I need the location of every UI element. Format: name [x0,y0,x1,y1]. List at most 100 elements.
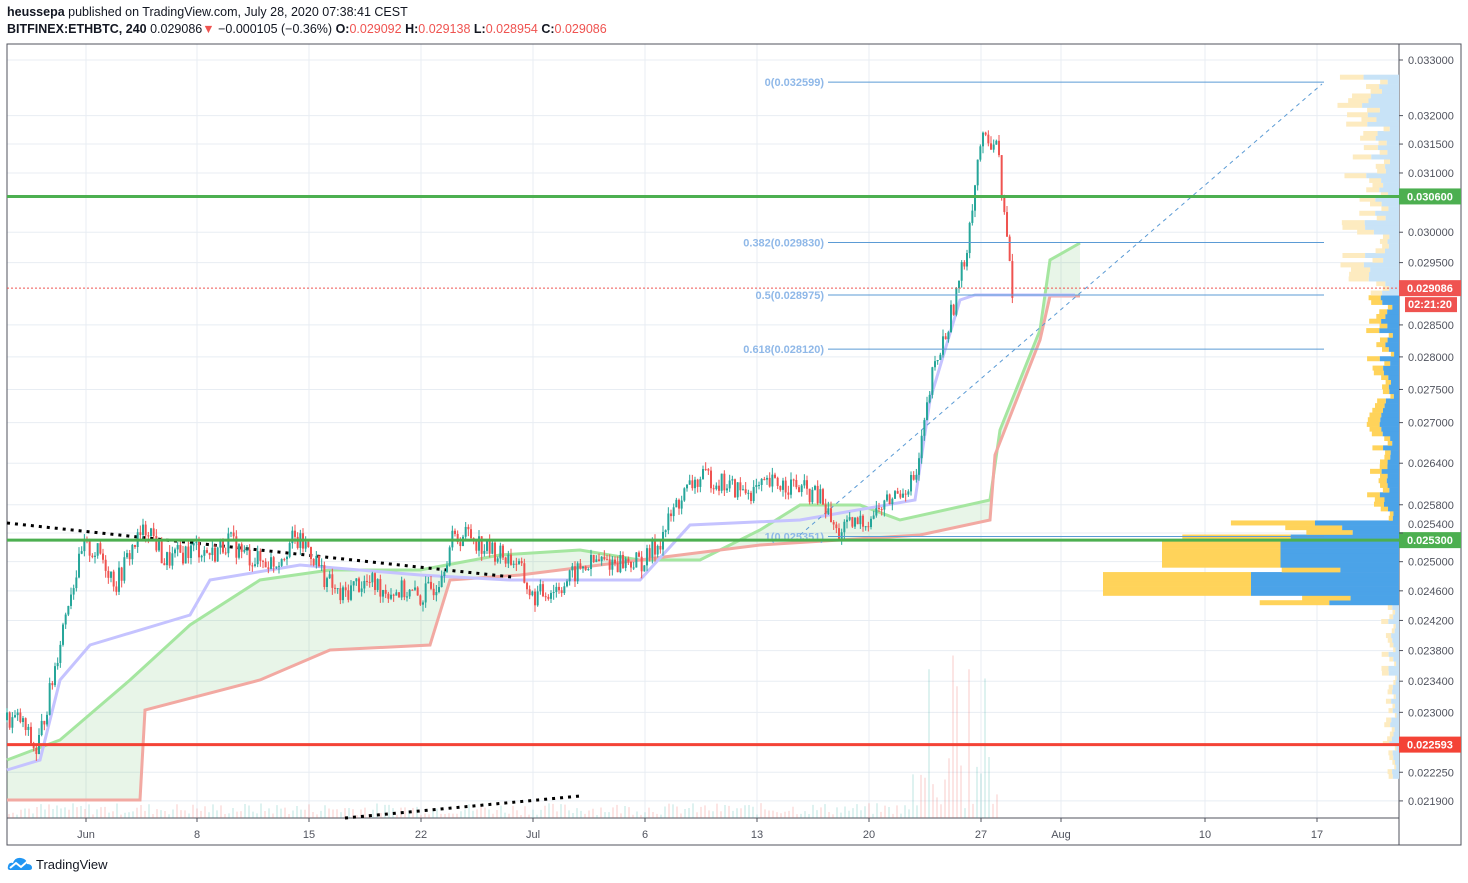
candle-body [419,595,422,605]
candle-body [776,477,779,486]
candle-body [646,548,648,566]
candle-body [54,666,56,686]
volume-profile-bar [1388,773,1393,779]
candle-body [544,596,547,598]
candle-body [203,550,206,556]
volume-profile-bar [1379,337,1388,343]
volume-profile-bar [1393,755,1399,761]
low-label: L: [473,22,486,36]
volume-profile-bar [1382,234,1390,240]
publish-text: published on TradingView.com, July 28, 2… [68,5,408,19]
candle-body [16,712,19,716]
candle-body [798,487,801,493]
volume-profile-bar [1363,131,1378,137]
author[interactable]: heussepa [7,5,65,19]
volume-profile-bar [1373,370,1384,376]
candle-body [870,518,872,528]
volume-profile-bar [1162,562,1281,568]
volume-profile-bar [1379,421,1399,427]
volume-profile-bar [1389,755,1394,761]
candle-body [846,519,849,522]
volume-profile-bar [1377,145,1399,151]
volume-profile-bar [1370,201,1382,207]
volume-profile-bar [1385,450,1391,456]
volume-profile-bar [1280,562,1399,568]
volume-profile-bar [1370,290,1383,296]
symbol-legend: BITFINEX:ETHBTC, 240 0.029086▼ −0.000105… [7,22,607,36]
candle-body [454,530,456,534]
candle-body [192,543,195,546]
candle-body [766,477,769,480]
volume-profile-bar [1381,651,1389,657]
volume-profile-bar [1381,618,1389,624]
price-change: −0.000105 (−0.36%) [218,22,333,36]
volume-profile-bar [1389,656,1394,662]
candle-body [726,488,728,491]
y-tick-label: 0.026400 [1408,458,1454,470]
candle-body [878,508,881,510]
candle-body [990,143,993,150]
candle-body [43,720,46,725]
candle-body [590,554,593,570]
candle-body [814,485,817,490]
volume-profile-bar [1380,482,1388,488]
candle-body [822,489,824,505]
candle-body [960,262,963,281]
price-label: 0.030600 [1407,191,1453,203]
candle-body [811,489,814,503]
volume-profile-bar [1372,407,1383,413]
tradingview-logo[interactable]: TradingView [7,856,108,872]
candle-body [848,517,851,520]
high-value: 0.029138 [418,22,471,36]
volume-profile-bar [1396,712,1399,718]
symbol[interactable]: BITFINEX:ETHBTC, 240 [7,22,147,36]
volume-profile-bar [1376,313,1386,319]
volume-profile-bar [1395,609,1399,615]
volume-profile-bar [1162,539,1281,545]
volume-profile-bar [1394,764,1397,770]
candle-body [851,517,854,527]
volume-profile-bar [1388,750,1393,756]
volume-profile-bar [1392,769,1399,775]
candle-body [272,557,275,567]
volume-profile-bar [1383,370,1399,376]
volume-profile-bar [1393,731,1399,737]
fib-level-label: 0.382(0.029830) [743,237,824,249]
candle-body [232,532,235,537]
volume-profile-bar [1383,257,1399,263]
candle-body [464,526,467,537]
candle-body [110,571,113,578]
ichimoku-base-line [6,293,1075,772]
volume-profile-bar [1377,131,1399,137]
volume-profile-bar [1162,557,1281,563]
volume-profile-bar [1382,290,1399,296]
candle-body [710,470,712,489]
volume-profile-bar [1393,694,1396,700]
candle-body [158,540,161,551]
volume-profile-bar [1370,88,1382,94]
candle-body [211,547,214,556]
volume-profile-bar [1384,248,1399,254]
candle-body [832,522,835,525]
candle-body [182,552,184,564]
x-tick-label: Aug [1051,829,1071,841]
candle-body [694,479,696,489]
y-tick-label: 0.031500 [1408,139,1454,151]
candle-body [128,553,131,560]
candle-body [616,563,619,573]
candle-body [400,580,403,598]
candle-body [856,517,859,525]
volume-profile-bar [1386,478,1399,484]
volume-profile-bar [1395,647,1399,653]
volume-profile-bar [1387,689,1393,695]
candle-body [1003,196,1006,213]
volume-profile-bar [1382,487,1390,493]
candle-body [976,159,979,186]
volume-profile-bar [1391,698,1399,704]
volume-profile-bar [1388,670,1399,676]
candle-body [542,584,545,597]
volume-profile-bar [1389,285,1399,291]
volume-profile-bar [1391,736,1399,742]
volume-profile-bar [1374,403,1385,409]
